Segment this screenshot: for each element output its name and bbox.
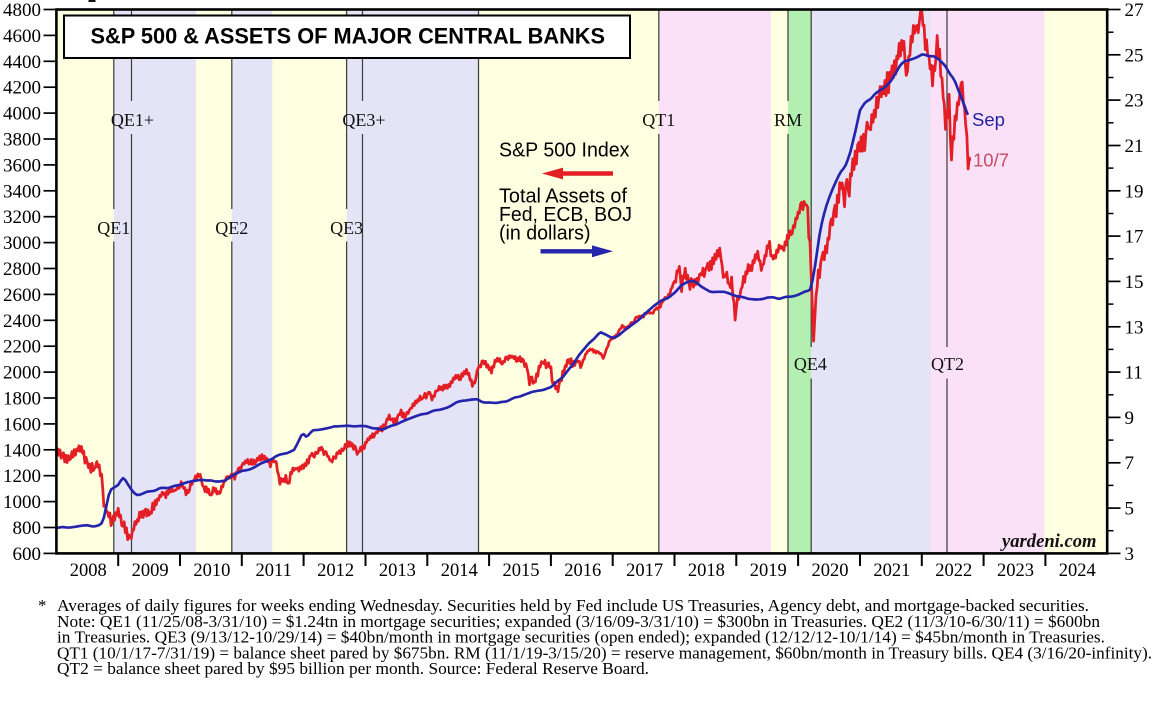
svg-text:3: 3: [1125, 544, 1135, 565]
svg-text:2000: 2000: [3, 363, 41, 384]
svg-text:2800: 2800: [3, 259, 41, 280]
svg-text:(in dollars): (in dollars): [499, 222, 591, 244]
svg-text:2200: 2200: [3, 337, 41, 358]
svg-text:2011: 2011: [256, 561, 292, 581]
svg-text:2023: 2023: [997, 561, 1034, 581]
svg-text:QT2 = balance sheet pared by $: QT2 = balance sheet pared by $95 billion…: [57, 659, 649, 678]
svg-text:S&P 500 & ASSETS OF MAJOR CENT: S&P 500 & ASSETS OF MAJOR CENTRAL BANKS: [91, 24, 606, 49]
svg-text:2400: 2400: [3, 311, 41, 332]
svg-text:in Treasuries. QE3 (9/13/12-10: in Treasuries. QE3 (9/13/12-10/29/14) = …: [57, 628, 1105, 647]
svg-text:2015: 2015: [503, 561, 540, 581]
svg-text:7: 7: [1125, 453, 1135, 474]
svg-text:yardeni.com: yardeni.com: [1000, 531, 1096, 552]
svg-text:2600: 2600: [3, 285, 41, 306]
svg-text:2022: 2022: [935, 561, 972, 581]
svg-text:QE3: QE3: [330, 218, 363, 238]
svg-text:QT2: QT2: [931, 354, 964, 374]
svg-text:QT1 (10/1/17-7/31/19) = balanc: QT1 (10/1/17-7/31/19) = balance sheet pa…: [57, 643, 1152, 662]
svg-text:2019: 2019: [750, 561, 787, 581]
svg-text:QE4: QE4: [794, 354, 827, 374]
svg-text:QE1: QE1: [97, 218, 130, 238]
svg-text:1800: 1800: [3, 389, 41, 410]
svg-text:27: 27: [1125, 0, 1144, 21]
svg-text:3800: 3800: [3, 130, 41, 151]
svg-text:3600: 3600: [3, 155, 41, 176]
svg-text:2008: 2008: [70, 561, 107, 581]
svg-text:*: *: [38, 596, 46, 615]
svg-text:4200: 4200: [3, 78, 41, 99]
svg-text:2017: 2017: [626, 561, 663, 581]
svg-text:3000: 3000: [3, 233, 41, 254]
svg-text:2018: 2018: [688, 561, 725, 581]
svg-text:Total Assets of: Total Assets of: [499, 185, 627, 207]
svg-text:19: 19: [1125, 181, 1144, 202]
svg-text:QE3+: QE3+: [342, 110, 385, 130]
svg-text:13: 13: [1125, 317, 1144, 338]
svg-text:2010: 2010: [193, 561, 230, 581]
svg-text:Averages of daily figures for: Averages of daily figures for weeks endi…: [57, 596, 1089, 615]
svg-text:10/7: 10/7: [973, 150, 1009, 171]
svg-text:23: 23: [1125, 91, 1144, 112]
svg-text:QT1: QT1: [642, 110, 675, 130]
svg-text:2013: 2013: [379, 561, 416, 581]
svg-text:3400: 3400: [3, 181, 41, 202]
svg-text:RM: RM: [774, 110, 802, 130]
svg-text:11: 11: [1125, 363, 1143, 384]
svg-text:5: 5: [1125, 499, 1135, 520]
svg-text:2020: 2020: [812, 561, 849, 581]
svg-text:Fed, ECB, BOJ: Fed, ECB, BOJ: [499, 204, 632, 226]
svg-text:1000: 1000: [3, 492, 41, 513]
svg-text:2012: 2012: [317, 561, 354, 581]
svg-text:2009: 2009: [132, 561, 169, 581]
svg-text:S&P 500 Index: S&P 500 Index: [499, 139, 630, 161]
svg-text:2014: 2014: [441, 561, 478, 581]
svg-text:Sep: Sep: [972, 109, 1005, 130]
svg-text:4800: 4800: [3, 0, 41, 21]
svg-text:800: 800: [13, 518, 42, 539]
svg-text:2016: 2016: [564, 561, 601, 581]
svg-text:QE1+: QE1+: [111, 110, 154, 130]
svg-text:4000: 4000: [3, 104, 41, 125]
svg-text:QE2: QE2: [215, 218, 248, 238]
svg-text:4600: 4600: [3, 26, 41, 47]
svg-text:600: 600: [13, 544, 42, 565]
svg-text:1400: 1400: [3, 440, 41, 461]
svg-text:17: 17: [1125, 227, 1144, 248]
svg-text:25: 25: [1125, 45, 1144, 66]
svg-text:9: 9: [1125, 408, 1135, 429]
svg-text:2021: 2021: [873, 561, 910, 581]
svg-text:1200: 1200: [3, 466, 41, 487]
svg-text:1600: 1600: [3, 414, 41, 435]
svg-text:15: 15: [1125, 272, 1144, 293]
svg-text:3200: 3200: [3, 207, 41, 228]
svg-text:4400: 4400: [3, 52, 41, 73]
svg-text:Note: QE1 (11/25/08-3/31/10) =: Note: QE1 (11/25/08-3/31/10) = $1.24tn i…: [57, 612, 1101, 631]
svg-text:21: 21: [1125, 136, 1144, 157]
svg-text:2024: 2024: [1059, 561, 1096, 581]
